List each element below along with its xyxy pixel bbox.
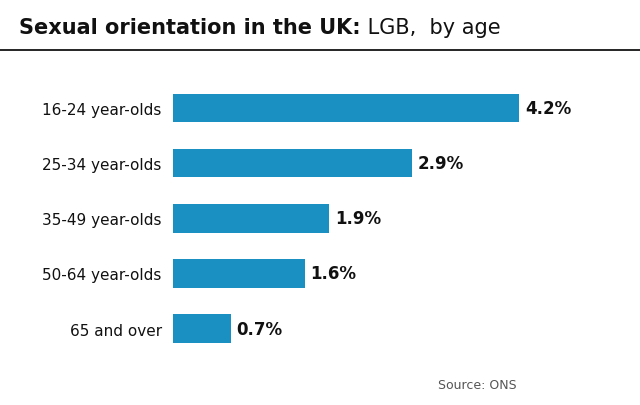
Bar xyxy=(173,149,412,178)
Text: PA: PA xyxy=(581,369,606,387)
Bar xyxy=(173,260,305,288)
Text: Source: ONS: Source: ONS xyxy=(438,378,517,391)
Bar xyxy=(173,314,230,343)
Text: 2.9%: 2.9% xyxy=(418,155,464,173)
Text: Sexual orientation in the UK:: Sexual orientation in the UK: xyxy=(19,18,361,38)
Text: 1.9%: 1.9% xyxy=(335,210,381,228)
Text: 4.2%: 4.2% xyxy=(525,100,571,117)
Bar xyxy=(173,205,330,233)
Text: 0.7%: 0.7% xyxy=(236,320,282,338)
Text: 1.6%: 1.6% xyxy=(310,265,356,283)
Bar xyxy=(173,94,519,123)
Text: LGB,  by age: LGB, by age xyxy=(361,18,500,38)
